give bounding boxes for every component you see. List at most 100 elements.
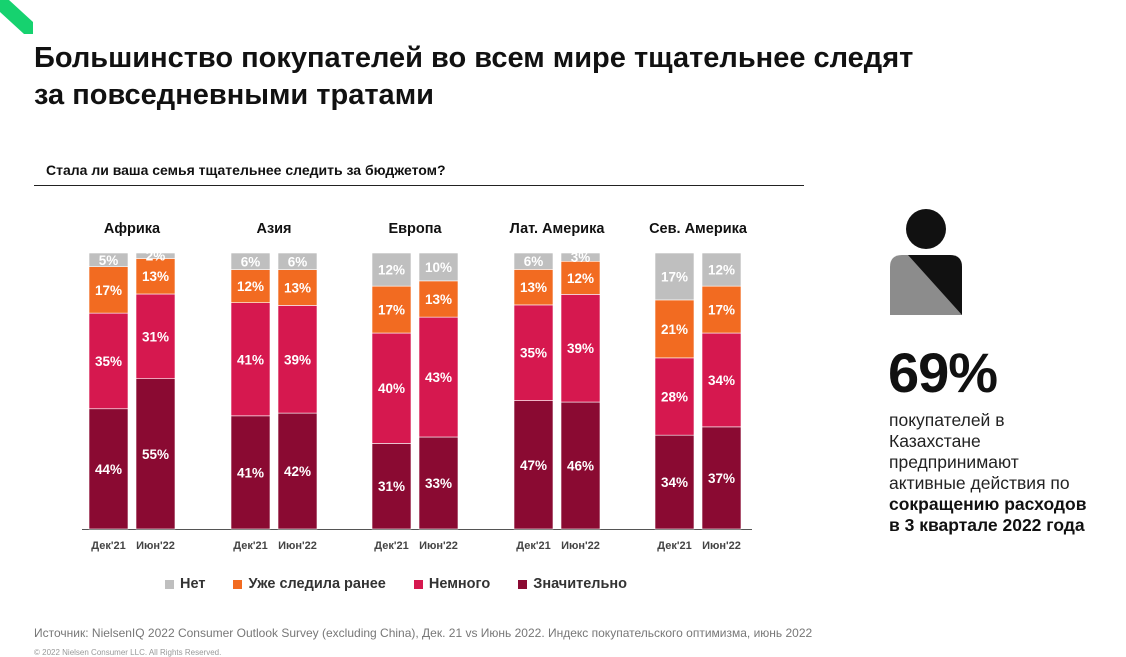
data-label: 12% [708, 263, 735, 278]
bar-segment [135, 258, 176, 295]
legend-swatch [165, 579, 174, 589]
data-label: 35% [95, 354, 122, 369]
bar-segment [560, 252, 601, 262]
data-label: 13% [425, 292, 452, 307]
data-label: 17% [708, 303, 735, 318]
data-label: 34% [708, 373, 735, 388]
data-label: 6% [241, 254, 261, 269]
chart-legend: Нет Уже следила ранее Немного Значительно [165, 576, 627, 592]
title-line-2: за повседневными тратами [34, 79, 434, 111]
bar-segment [371, 443, 412, 530]
data-label: 42% [284, 464, 311, 479]
stat-line-bold: в 3 квартале 2022 года [889, 515, 1085, 535]
bar-segment [371, 332, 412, 444]
data-label: 17% [95, 283, 122, 298]
data-label: 37% [708, 471, 735, 486]
chart-question: Стала ли ваша семья тщательнее следить з… [46, 162, 446, 178]
bar-segment [560, 260, 601, 295]
bar-segment [277, 412, 318, 530]
data-label: 5% [99, 253, 119, 268]
group-label: Африка [104, 221, 161, 237]
bar-segment [230, 269, 271, 303]
stat-line: предпринимают [889, 452, 1019, 472]
bar-segment [88, 312, 129, 410]
question-divider [34, 185, 804, 186]
data-label: 12% [567, 271, 594, 286]
data-label: 13% [284, 281, 311, 296]
bar-segment [701, 252, 742, 287]
bar-segment [277, 269, 318, 306]
legend-label: Нет [180, 576, 206, 592]
bar-segment [230, 415, 271, 530]
bar-segment [513, 304, 554, 401]
bar-segment [371, 285, 412, 334]
legend-item: Немного [413, 576, 491, 592]
bar-segment [135, 293, 176, 380]
stat-value: 69% [888, 341, 998, 404]
bar-label: Июн'22 [419, 540, 458, 552]
stat-line: активные действия по [889, 473, 1070, 493]
legend-swatch [233, 579, 243, 589]
bar-segment [371, 252, 412, 287]
bar-label: Июн'22 [136, 540, 175, 552]
legend-label: Немного [428, 576, 491, 592]
stacked-bar-chart: Африка 44% 35% 17% 5% Дек'21 55% 31% 13% 2% Июн'22… [82, 221, 752, 552]
data-label: 34% [661, 475, 688, 490]
data-label: 2% [146, 249, 166, 264]
legend-label: Значительно [533, 576, 628, 592]
copyright-note: © 2022 Nielsen Consumer LLC. All Rights … [34, 648, 222, 657]
bar-segment [654, 434, 695, 530]
data-label: 3% [571, 250, 591, 265]
data-label: 17% [661, 269, 688, 284]
stat-line-bold: сокращению расходов [889, 494, 1087, 514]
data-label: 28% [661, 390, 688, 405]
bar-label: Дек'21 [233, 540, 267, 552]
data-label: 55% [142, 447, 169, 462]
data-label: 6% [288, 254, 308, 269]
bar-segment [230, 302, 271, 417]
stat-line: покупателей в [889, 410, 1005, 430]
title-line-1: Большинство покупателей во всем мире тща… [34, 42, 914, 74]
bar-label: Июн'22 [278, 540, 317, 552]
group-label: Азия [256, 221, 291, 237]
stat-description: покупателей в Казахстане предпринимают а… [889, 410, 1124, 536]
legend-item: Уже следила ранее [233, 576, 386, 592]
legend-label: Уже следила ранее [248, 576, 386, 592]
bar-segment [418, 252, 459, 282]
bar-segment [418, 316, 459, 438]
data-label: 43% [425, 370, 452, 385]
legend-swatch [518, 579, 528, 589]
page-title: Большинство покупателей во всем мире тща… [34, 40, 1114, 114]
group-label: Лат. Америка [510, 221, 606, 237]
legend-item: Значительно [518, 576, 627, 592]
data-label: 31% [378, 479, 405, 494]
data-label: 31% [142, 329, 169, 344]
bar-segment [513, 269, 554, 306]
bar-segment [418, 280, 459, 318]
bar-segment [135, 252, 176, 259]
data-label: 41% [237, 352, 264, 367]
bar-label: Июн'22 [561, 540, 600, 552]
bar-label: Дек'21 [516, 540, 550, 552]
data-label: 6% [524, 254, 544, 269]
group-label: Сев. Америка [649, 221, 748, 237]
bar-label: Июн'22 [702, 540, 741, 552]
bar-label: Дек'21 [657, 540, 691, 552]
data-label: 12% [237, 279, 264, 294]
bar-segment [701, 285, 742, 334]
data-label: 47% [520, 458, 547, 473]
data-label: 21% [661, 322, 688, 337]
data-label: 39% [567, 341, 594, 356]
bar-segment [654, 252, 695, 301]
nielseniq-logo [0, 0, 33, 34]
data-label: 39% [284, 352, 311, 367]
person-icon [890, 209, 962, 315]
bar-segment [277, 252, 318, 270]
stat-line: Казахстане [889, 431, 981, 451]
source-note: Источник: NielsenIQ 2022 Consumer Outloo… [34, 626, 813, 640]
group-label: Европа [388, 221, 442, 237]
bar-segment [230, 252, 271, 270]
bar-segment [88, 252, 129, 267]
bar-segment [654, 299, 695, 359]
bar-segment [418, 436, 459, 530]
